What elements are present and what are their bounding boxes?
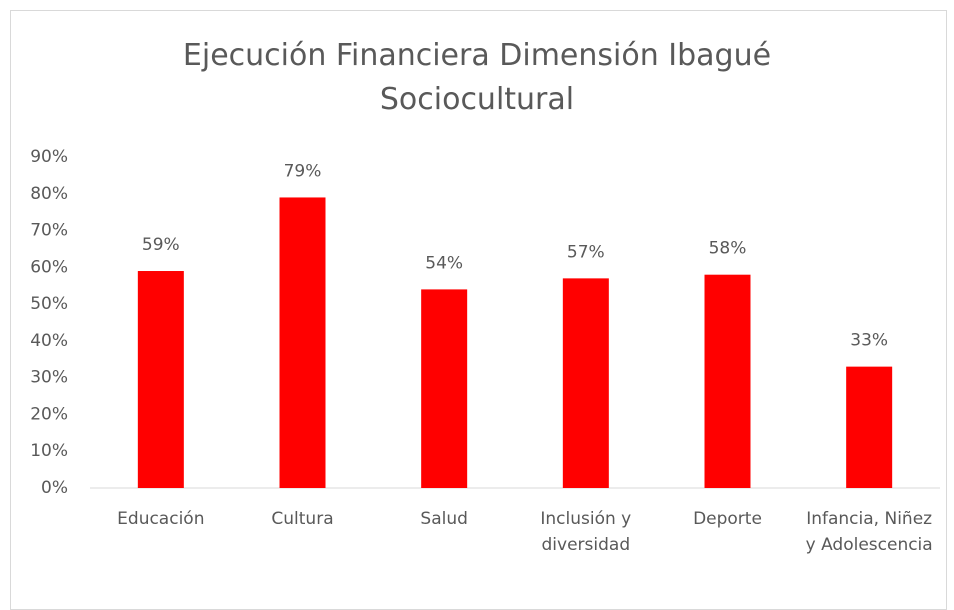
data-label: 58% (709, 239, 747, 259)
data-label: 54% (425, 253, 463, 273)
y-tick-label: 90% (30, 147, 68, 167)
y-tick-label: 20% (30, 404, 68, 424)
bar (846, 366, 893, 488)
y-tick-label: 80% (30, 184, 68, 204)
x-tick-label: Salud (420, 509, 468, 529)
bar (562, 278, 609, 488)
data-label: 59% (142, 235, 180, 255)
y-tick-label: 30% (30, 368, 68, 388)
x-tick-label: Inclusión y diversidad (540, 509, 632, 555)
chart-title: Ejecución Financiera Dimensión Ibagué So… (182, 38, 772, 117)
bar (421, 289, 468, 488)
bar (279, 197, 326, 488)
x-tick-label: Cultura (271, 509, 334, 529)
y-tick-label: 40% (30, 331, 68, 351)
y-tick-label: 60% (30, 257, 68, 277)
x-tick-label: Educación (117, 509, 205, 529)
data-label: 79% (284, 161, 322, 181)
y-tick-label: 0% (41, 478, 68, 498)
y-tick-label: 10% (30, 441, 68, 461)
data-label: 33% (850, 331, 888, 351)
x-tick-label: Deporte (693, 509, 762, 529)
bar (704, 274, 751, 488)
y-tick-label: 70% (30, 221, 68, 241)
data-label: 57% (567, 242, 605, 262)
bar (137, 271, 184, 488)
y-tick-label: 50% (30, 294, 68, 314)
x-tick-label: Infancia, Niñez y Adolescencia (805, 509, 933, 555)
